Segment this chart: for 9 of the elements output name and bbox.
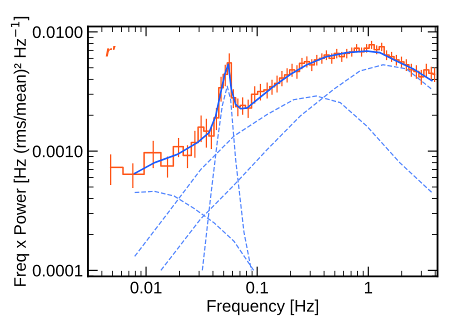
y-tick-label: 0.0001 [32,264,82,277]
y-axis-title: Freq x Power [Hz (rms/mean)² Hz$^{−1}$] [10,16,30,286]
x-tick-label: 0.1 [246,282,268,294]
y-tick-label: 0.0010 [32,146,82,158]
annotation: r′ [106,46,116,56]
x-axis-title: Frequency [Hz] [208,300,318,316]
x-tick-label: 1 [364,282,372,294]
x-tick-label: 0.01 [130,282,162,294]
y-tick-label: 0.0100 [32,26,82,38]
